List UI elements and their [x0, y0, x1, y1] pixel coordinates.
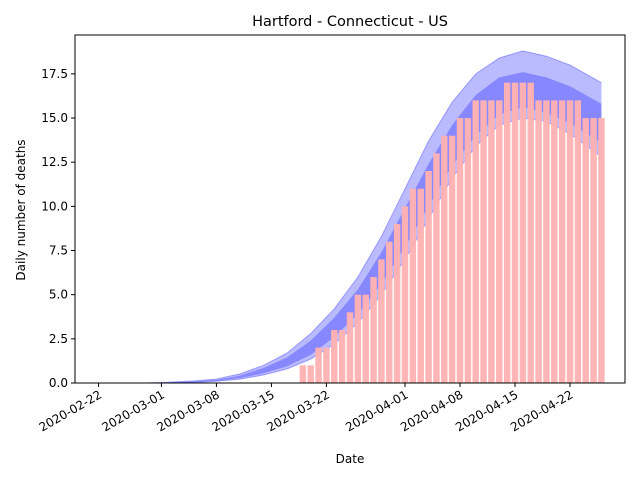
bar	[362, 294, 369, 383]
bar	[535, 100, 542, 384]
bar	[331, 330, 338, 383]
bar-layer	[299, 82, 605, 384]
bar	[488, 100, 495, 384]
y-tick-label: 5.0	[49, 288, 68, 302]
bar	[323, 347, 330, 383]
band-outer	[145, 50, 602, 384]
plot-frame	[74, 34, 626, 384]
bar	[354, 294, 362, 383]
y-tick-label: 2.5	[49, 332, 68, 346]
bar	[315, 347, 322, 383]
bar	[574, 100, 582, 384]
y-tick-label: 15.0	[41, 111, 68, 125]
bar	[370, 277, 377, 383]
x-tick-label: 2020-04-22	[508, 387, 575, 434]
bar	[566, 100, 574, 384]
bar	[511, 82, 519, 383]
bar	[433, 153, 440, 383]
chart-title: Hartford - Connecticut - US	[252, 14, 448, 30]
bar	[598, 118, 605, 383]
bar	[417, 188, 424, 383]
bar	[480, 100, 487, 384]
bar	[558, 100, 566, 384]
band-outer-upper-line	[145, 50, 602, 384]
bar	[496, 100, 503, 384]
bar	[590, 118, 597, 383]
x-tick-label: 2020-02-22	[37, 387, 104, 434]
bar	[527, 82, 534, 383]
bar	[299, 365, 307, 383]
bar	[338, 330, 346, 383]
bar	[503, 82, 511, 383]
bar	[393, 224, 401, 383]
bar	[472, 100, 479, 384]
y-tick-label: 12.5	[41, 155, 68, 169]
bar	[386, 241, 393, 383]
bar	[441, 135, 448, 383]
band-outer-lower-line	[145, 117, 602, 384]
bar	[409, 188, 417, 383]
bar	[582, 118, 589, 383]
bar	[543, 100, 550, 384]
y-tick-label: 7.5	[49, 244, 68, 258]
bar	[519, 82, 527, 383]
bar	[551, 100, 558, 384]
bar	[346, 312, 354, 383]
bar	[448, 135, 456, 383]
x-tick-label: 2020-03-22	[265, 387, 332, 434]
y-axis-label: Daily number of deaths	[14, 139, 28, 280]
bar	[307, 365, 314, 383]
bar	[401, 206, 409, 383]
bar	[456, 118, 464, 383]
y-tick-label: 0.0	[49, 376, 68, 390]
y-tick-label: 10.0	[41, 199, 68, 213]
y-tick-label: 17.5	[41, 67, 68, 81]
bar	[464, 118, 472, 383]
bar	[425, 171, 432, 383]
x-axis-label: Date	[336, 452, 365, 466]
bar	[378, 259, 385, 383]
